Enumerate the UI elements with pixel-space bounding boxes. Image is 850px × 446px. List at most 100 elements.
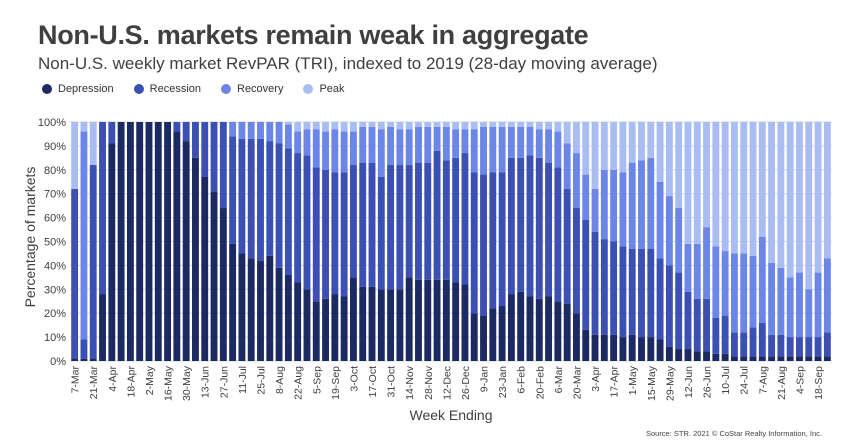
bar-segment-peak	[71, 122, 79, 189]
x-tick-label: 23-Jan	[497, 366, 509, 398]
x-tick-label: 3-Oct	[348, 366, 360, 392]
bar-segment-recession	[573, 208, 580, 314]
x-axis-label: Week Ending	[409, 407, 492, 423]
bar-segment-peak	[433, 122, 441, 127]
bar-segment-peak	[405, 122, 413, 130]
legend-label-peak: Peak	[319, 83, 345, 95]
x-tick-label: 8-Aug	[274, 366, 286, 394]
bar-segment-recession	[173, 122, 181, 132]
bar-segment-depression	[173, 131, 181, 361]
bar-segment-recovery	[80, 131, 88, 340]
bar-segment-recovery	[703, 227, 710, 299]
bar-segment-recovery	[489, 126, 497, 173]
bar-segment-recession	[433, 150, 441, 280]
bar-segment-peak	[331, 122, 339, 130]
bar-segment-recession	[349, 165, 357, 278]
x-tick-label: 25-Jul	[256, 366, 268, 395]
bar-segment-recession	[405, 165, 413, 278]
bar-segment-recession	[721, 315, 729, 354]
bar-segment-recovery	[480, 126, 487, 175]
bar-segment-depression	[730, 356, 738, 361]
bar-segment-recovery	[238, 122, 246, 139]
bar-segment-peak	[294, 122, 302, 132]
bar-segment-recovery	[312, 129, 320, 168]
bar-segment-depression	[349, 277, 357, 361]
bar-segment-recovery	[768, 263, 776, 335]
legend-label-recovery: Recovery	[237, 83, 284, 95]
bar-segment-recession	[647, 248, 655, 338]
y-tick-label: 70%	[44, 189, 66, 201]
y-axis-label: Percentage of markets	[22, 167, 38, 308]
chart-title: Non-U.S. markets remain weak in aggregat…	[38, 20, 589, 50]
bar-segment-depression	[192, 157, 199, 361]
bar-segment-depression	[108, 143, 116, 361]
bar-segment-depression	[164, 122, 172, 361]
bar-segment-peak	[498, 122, 506, 127]
bar-segment-recovery	[693, 243, 701, 299]
bar-segment-peak	[600, 122, 608, 170]
bar-segment-peak	[452, 122, 460, 130]
bar-segment-recovery	[526, 126, 534, 156]
bar-segment-recession	[777, 334, 785, 357]
bar-segment-depression	[126, 122, 134, 361]
bar-segment-recession	[201, 122, 209, 177]
bar-segment-depression	[201, 176, 209, 361]
x-tick-label: 19-Sep	[330, 366, 342, 400]
x-tick-label: 4-Apr	[107, 366, 119, 392]
bar-segment-recovery	[349, 131, 357, 166]
legend: Depression Recession Recovery Peak	[42, 83, 345, 95]
bar-segment-recession	[749, 327, 757, 357]
bar-segment-peak	[647, 122, 655, 158]
bar-segment-recovery	[507, 126, 515, 158]
bar-segment-peak	[712, 122, 720, 247]
x-tick-label: 17-Oct	[367, 366, 379, 398]
bar-segment-depression	[136, 122, 144, 361]
source-note: Source: STR. 2021 © CoStar Realty Inform…	[645, 429, 822, 438]
bar-segment-depression	[99, 294, 106, 361]
bar-segment-depression	[665, 346, 673, 361]
bar-segment-recovery	[229, 122, 237, 137]
x-tick-label: 7-Mar	[70, 365, 82, 393]
x-tick-label: 11-Jul	[237, 366, 249, 394]
x-tick-label: 15-May	[646, 365, 658, 401]
x-tick-label: 26-Dec	[460, 366, 472, 400]
y-tick-label: 40%	[44, 260, 66, 272]
bar-segment-depression	[238, 253, 246, 361]
bar-segment-depression	[182, 141, 190, 361]
bar-segment-peak	[573, 122, 580, 154]
bar-segment-recovery	[257, 122, 264, 139]
bar-segment-depression	[749, 356, 757, 361]
bar-segment-recovery	[442, 126, 450, 161]
x-tick-label: 12-Jun	[683, 366, 695, 398]
bar-segment-peak	[284, 122, 292, 125]
bar-segment-peak	[340, 122, 348, 132]
bar-segment-recession	[814, 337, 822, 357]
x-tick-label: 5-Sep	[311, 366, 323, 394]
bar-segment-depression	[312, 301, 320, 361]
bar-segment-recession	[638, 248, 645, 338]
bar-segment-peak	[768, 122, 776, 264]
bar-segment-peak	[730, 122, 738, 254]
x-tick-label: 29-May	[664, 365, 676, 401]
bar-segment-depression	[721, 353, 729, 361]
bar-segment-peak	[721, 122, 729, 252]
bar-segment-recession	[656, 258, 664, 340]
bar-segment-depression	[600, 334, 608, 361]
bar-segment-peak	[665, 122, 673, 197]
x-tick-label: 18-Sep	[813, 366, 825, 400]
legend-item-peak: Peak	[303, 83, 345, 95]
bar-segment-recession	[480, 174, 487, 316]
bar-segment-depression	[303, 289, 311, 361]
x-tick-label: 24-Jul	[739, 366, 751, 395]
bar-segment-peak	[89, 122, 97, 166]
x-tick-labels: 7-Mar 21-Mar 4-Apr 18-Apr 2-May 16-May 30-May 1…	[70, 365, 825, 401]
bar-segment-recovery	[638, 160, 645, 249]
bar-segment-depression	[554, 301, 562, 361]
bar-segment-recession	[554, 167, 562, 302]
bar-segment-depression	[210, 191, 218, 361]
bar-segment-depression	[89, 358, 97, 361]
bar-segment-depression	[591, 334, 599, 361]
bar-segment-depression	[684, 349, 692, 361]
bar-segment-recovery	[359, 126, 367, 163]
bar-segment-recession	[210, 122, 218, 192]
